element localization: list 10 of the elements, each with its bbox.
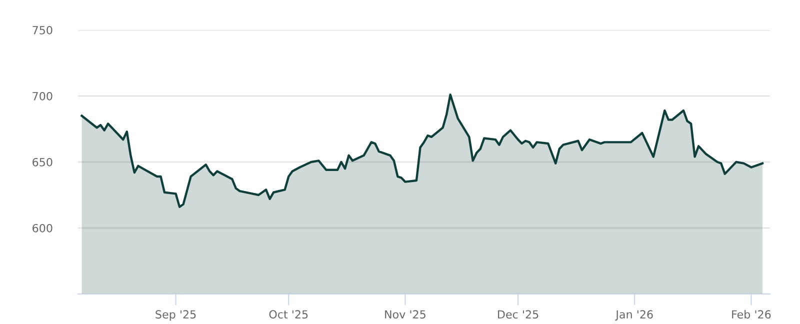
y-tick-label: 650	[32, 158, 52, 166]
x-tick-label: Oct '25	[269, 310, 308, 319]
y-tick-label: 750	[32, 26, 52, 34]
x-tick-label: Jan '26	[615, 310, 653, 321]
y-tick-label: 700	[32, 92, 52, 100]
y-tick-label: 600	[32, 224, 52, 232]
x-tick-label: Feb '26	[732, 310, 771, 319]
x-tick-label: Dec '25	[498, 310, 538, 319]
x-tick-label: Nov '25	[385, 310, 426, 319]
x-tick-label: Sep '25	[156, 310, 196, 321]
